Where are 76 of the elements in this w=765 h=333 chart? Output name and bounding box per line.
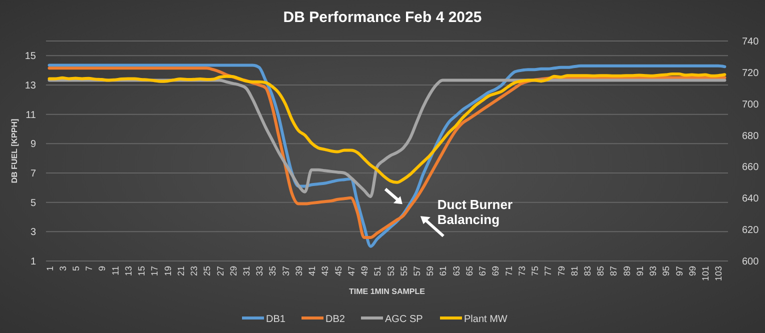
y-axis-title: DB FUEL [KPPH] [10, 118, 19, 184]
annotation: Duct Burner Balancing [437, 197, 513, 228]
x-tick-label: 61 [438, 266, 448, 276]
y-tick-label: 9 [30, 139, 36, 150]
x-tick-label: 77 [543, 266, 554, 276]
x-tick-label: 57 [412, 266, 422, 276]
x-tick-label: 89 [622, 266, 632, 276]
y2-tick-label: 700 [742, 99, 760, 110]
x-tick-label: 1 [44, 266, 55, 272]
y2-tick-label: 600 [742, 256, 760, 268]
x-tick-label: 83 [582, 266, 593, 276]
x-tick-label: 93 [648, 266, 658, 276]
x-tick-label: 35 [268, 266, 278, 276]
legend-label: DB2 [326, 314, 346, 325]
x-tick-label: 73 [516, 266, 527, 276]
x-tick-label: 59 [425, 266, 436, 276]
x-tick-label: 81 [569, 266, 580, 276]
x-tick-label: 65 [464, 266, 474, 276]
x-tick-label: 41 [307, 266, 318, 276]
x-tick-label: 55 [398, 266, 409, 276]
x-tick-label: 87 [608, 266, 619, 276]
y2-tick-label: 740 [742, 36, 760, 48]
y2-tick-label: 640 [742, 194, 760, 205]
x-tick-label: 91 [634, 266, 645, 276]
x-tick-label: 11 [110, 266, 120, 276]
x-tick-label: 9 [97, 266, 108, 272]
x-tick-label: 103 [714, 266, 724, 282]
x-tick-label: 37 [280, 266, 291, 276]
x-tick-label: 49 [360, 266, 370, 276]
y-tick-label: 3 [30, 227, 36, 238]
x-tick-label: 79 [556, 266, 566, 276]
y-tick-label: 13 [24, 80, 36, 92]
x-tick-label: 15 [136, 266, 147, 276]
x-tick-label: 25 [202, 266, 212, 276]
x-tick-label: 47 [346, 266, 356, 276]
y2-tick-label: 720 [742, 68, 760, 79]
x-tick-label: 39 [294, 266, 304, 276]
x-tick-label: 5 [71, 266, 82, 272]
x-tick-label: 19 [162, 266, 173, 276]
x-tick-label: 7 [84, 266, 94, 272]
x-tick-label: 99 [687, 266, 698, 276]
x-axis-title: TIME 1MIN SAMPLE [348, 287, 426, 296]
x-tick-label: 101 [700, 266, 711, 282]
x-tick-label: 13 [123, 266, 134, 276]
y2-tick-label: 620 [742, 225, 760, 236]
x-tick-label: 75 [530, 266, 540, 276]
x-tick-label: 97 [674, 266, 684, 276]
x-tick-label: 31 [242, 266, 252, 276]
legend-label: Plant MW [464, 314, 508, 325]
y-tick-label: 15 [24, 51, 36, 62]
x-tick-label: 21 [176, 266, 186, 276]
x-tick-label: 17 [150, 266, 160, 276]
y-tick-label: 5 [30, 198, 36, 209]
x-tick-label: 33 [254, 266, 265, 276]
x-tick-label: 85 [596, 266, 606, 276]
x-tick-label: 43 [320, 266, 330, 276]
legend-label: AGC SP [385, 314, 424, 325]
y-tick-label: 7 [30, 168, 36, 180]
x-tick-label: 67 [478, 266, 488, 276]
x-tick-label: 95 [661, 266, 672, 276]
chart-title: DB Performance Feb 4 2025 [283, 9, 482, 26]
x-tick-label: 45 [333, 266, 344, 276]
x-tick-label: 3 [58, 266, 68, 272]
x-tick-label: 53 [386, 266, 396, 276]
x-tick-label: 29 [228, 266, 238, 276]
x-tick-label: 27 [215, 266, 226, 276]
y-tick-label: 11 [26, 110, 36, 121]
x-tick-label: 63 [451, 266, 462, 276]
y2-tick-label: 660 [742, 162, 760, 174]
x-tick-label: 69 [490, 266, 501, 276]
x-tick-label: 51 [372, 266, 383, 276]
y2-tick-label: 680 [742, 130, 760, 142]
line-series [48, 72, 726, 184]
x-tick-label: 23 [189, 266, 200, 276]
legend-label: DB1 [266, 314, 286, 325]
x-tick-label: 71 [504, 266, 514, 276]
